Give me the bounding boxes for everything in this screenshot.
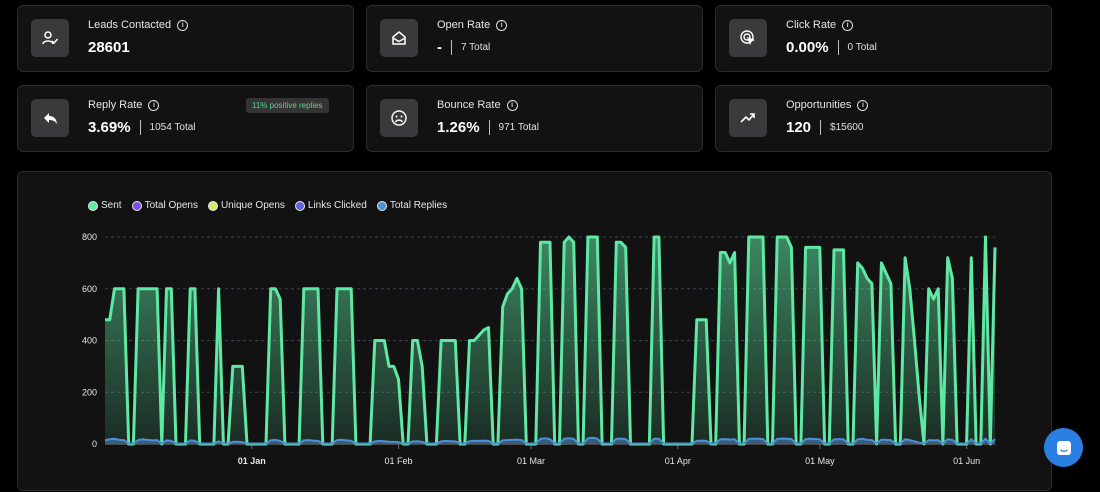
positive-replies-badge: 11% positive replies xyxy=(246,98,329,113)
legend-item-total-opens[interactable]: Total Opens xyxy=(131,200,198,211)
x-tick-label: 01 Feb xyxy=(384,456,412,466)
stat-card-reply-rate: Reply Rate i 11% positive replies 3.69% 1… xyxy=(17,85,354,152)
info-icon[interactable]: i xyxy=(506,99,518,111)
stat-sub: $15600 xyxy=(830,122,864,133)
stat-card-opportunities: Opportunities i 120 $15600 xyxy=(715,85,1052,152)
legend-dot xyxy=(88,200,98,211)
legend-label: Total Opens xyxy=(144,200,198,211)
y-tick-label: 200 xyxy=(82,387,97,397)
legend-dot xyxy=(376,200,387,211)
stat-sub: 971 Total xyxy=(498,122,539,133)
stat-title: Open Rate i xyxy=(437,19,508,31)
x-tick-label: 01 Jun xyxy=(953,456,980,466)
stat-title: Leads Contacted i xyxy=(88,19,189,31)
chat-icon xyxy=(1056,440,1071,455)
y-tick-label: 400 xyxy=(82,336,97,346)
legend-item-unique-opens[interactable]: Unique Opens xyxy=(207,200,285,211)
stat-value: 120 xyxy=(786,119,812,136)
envelope-open-icon xyxy=(380,19,418,57)
series-area-sent xyxy=(105,237,995,444)
legend-item-links-clicked[interactable]: Links Clicked xyxy=(294,200,367,211)
stat-sub: 7 Total xyxy=(461,42,491,53)
user-check-icon xyxy=(31,19,69,57)
info-icon[interactable]: i xyxy=(857,99,869,111)
legend-item-sent[interactable]: Sent xyxy=(88,200,122,211)
legend-dot xyxy=(207,200,218,211)
chat-widget-button[interactable] xyxy=(1044,428,1083,467)
stat-value: 3.69% xyxy=(88,119,131,136)
stat-card-click-rate: Click Rate i 0.00% 0 Total xyxy=(715,5,1052,72)
trending-up-icon xyxy=(729,99,767,137)
info-icon[interactable]: i xyxy=(496,19,508,31)
series-line-total-replies xyxy=(104,436,996,445)
stat-value: 1.26% xyxy=(437,119,480,136)
stat-value: 0.00% xyxy=(786,39,829,56)
reply-icon xyxy=(31,99,69,137)
sad-face-icon xyxy=(380,99,418,137)
y-tick-label: 0 xyxy=(92,439,97,449)
legend-dot xyxy=(131,200,142,211)
divider xyxy=(820,120,822,135)
info-icon[interactable]: i xyxy=(148,99,160,111)
series-area-total-replies xyxy=(105,437,995,444)
stat-card-bounce-rate: Bounce Rate i 1.26% 971 Total xyxy=(366,85,703,152)
divider xyxy=(837,40,839,55)
legend-label: Sent xyxy=(101,200,122,211)
legend-dot xyxy=(294,200,305,211)
info-icon[interactable]: i xyxy=(842,19,854,31)
legend-item-total-replies[interactable]: Total Replies xyxy=(376,200,448,211)
y-tick-label: 800 xyxy=(82,232,97,242)
chart-legend: Sent Total Opens Unique Opens Links Clic… xyxy=(88,200,447,211)
x-tick-label: 01 May xyxy=(805,456,835,466)
legend-label: Links Clicked xyxy=(307,200,367,211)
legend-label: Unique Opens xyxy=(220,200,285,211)
stat-value: - xyxy=(437,39,442,56)
stat-card-leads-contacted: Leads Contacted i 28601 xyxy=(17,5,354,72)
info-icon[interactable]: i xyxy=(177,19,189,31)
analytics-chart: 0 200 400 600 800 01 Jan 01 Feb 01 Mar 01 Apr 01 … xyxy=(82,232,997,466)
divider xyxy=(139,120,141,135)
x-tick-label: 01 Mar xyxy=(517,456,545,466)
stat-card-open-rate: Open Rate i - 7 Total xyxy=(366,5,703,72)
x-tick-label: 01 Apr xyxy=(665,456,691,466)
divider xyxy=(488,120,490,135)
divider xyxy=(451,40,452,55)
x-tick-label: 01 Jan xyxy=(238,456,266,466)
legend-label: Total Replies xyxy=(389,200,448,211)
stat-title: Click Rate i xyxy=(786,19,854,31)
stat-value: 28601 xyxy=(88,39,130,56)
analytics-chart-card: 0 200 400 600 800 01 Jan 01 Feb 01 Mar 01 Apr 01 … xyxy=(17,171,1052,491)
stat-title: Reply Rate i xyxy=(88,99,160,111)
y-tick-label: 600 xyxy=(82,284,97,294)
stat-sub: 1054 Total xyxy=(149,122,196,133)
cursor-click-icon xyxy=(729,19,767,57)
stat-title: Opportunities i xyxy=(786,99,869,111)
stat-title: Bounce Rate i xyxy=(437,99,518,111)
stat-sub: 0 Total xyxy=(847,42,877,53)
